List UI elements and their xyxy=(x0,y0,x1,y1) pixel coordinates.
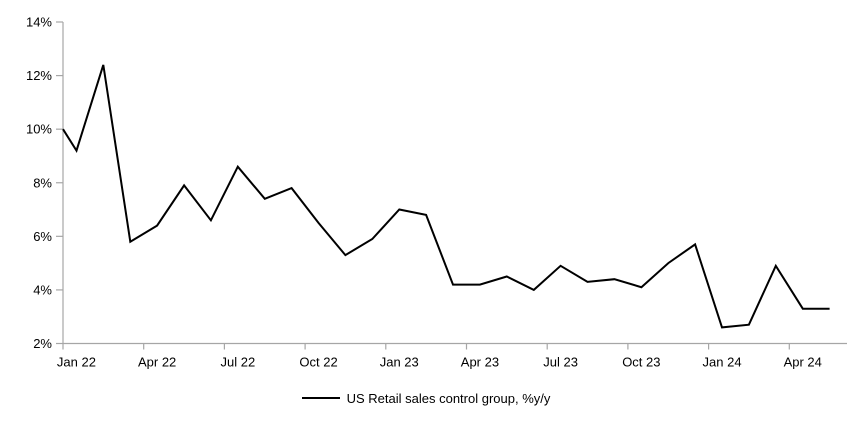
legend-label: US Retail sales control group, %y/y xyxy=(346,390,551,406)
y-tick-label: 2% xyxy=(33,336,52,351)
series-line xyxy=(62,64,830,329)
y-tick-label: 12% xyxy=(26,68,52,83)
y-tick-label: 14% xyxy=(26,15,52,30)
x-tick-label: Jan 24 xyxy=(703,355,742,370)
y-tick-label: 4% xyxy=(33,282,52,297)
y-tick-label: 10% xyxy=(26,122,52,137)
x-tick-label: Oct 22 xyxy=(299,355,337,370)
x-tick-label: Oct 23 xyxy=(622,355,660,370)
x-tick-label: Apr 22 xyxy=(138,355,176,370)
x-tick-label: Jul 23 xyxy=(543,355,578,370)
x-tick-label: Jan 22 xyxy=(57,355,96,370)
legend-line-sample xyxy=(301,397,340,399)
x-tick-label: Apr 23 xyxy=(461,355,499,370)
y-tick-label: 8% xyxy=(33,175,52,190)
x-tick-label: Jan 23 xyxy=(380,355,419,370)
x-tick-label: Jul 22 xyxy=(220,355,255,370)
y-tick-label: 6% xyxy=(33,229,52,244)
x-tick-label: Apr 24 xyxy=(784,355,822,370)
legend: US Retail sales control group, %y/y xyxy=(0,388,852,408)
